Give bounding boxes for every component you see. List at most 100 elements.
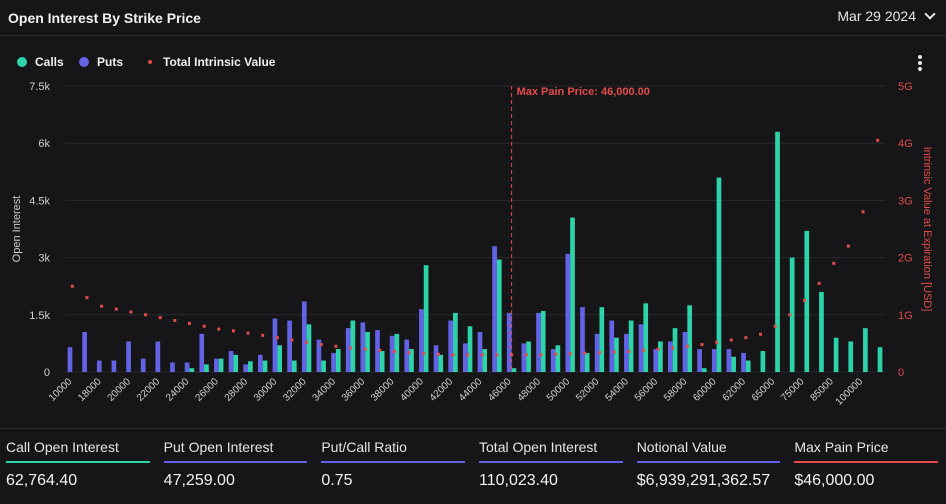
put-bar bbox=[462, 343, 468, 372]
stat-label: Call Open Interest bbox=[6, 439, 119, 455]
x-tick-label: 85000 bbox=[808, 376, 836, 404]
call-bar bbox=[306, 324, 312, 372]
legend-marker-1 bbox=[79, 57, 89, 67]
intrinsic-point bbox=[832, 261, 836, 265]
put-bar bbox=[711, 349, 717, 372]
put-bar bbox=[214, 358, 219, 372]
call-bar bbox=[540, 310, 546, 372]
call-bar bbox=[496, 259, 502, 372]
call-bar bbox=[819, 291, 824, 372]
stat-label: Put/Call Ratio bbox=[321, 439, 407, 455]
call-bar bbox=[482, 349, 488, 372]
stat-label: Put Open Interest bbox=[163, 439, 274, 455]
put-bar bbox=[228, 351, 234, 372]
y-tick-label: 7.5k bbox=[29, 81, 50, 93]
intrinsic-point bbox=[114, 307, 118, 311]
call-bar bbox=[335, 349, 341, 372]
put-bar bbox=[375, 330, 380, 372]
x-tick-label: 20000 bbox=[106, 376, 134, 404]
intrinsic-point bbox=[144, 313, 148, 317]
intrinsic-point bbox=[524, 353, 528, 357]
stats-row: Call Open Interest 62,764.40 Put Open In… bbox=[0, 428, 946, 504]
legend-label-2: Total Intrinsic Value bbox=[163, 55, 276, 69]
put-bar bbox=[126, 341, 131, 372]
x-tick-label: 28000 bbox=[223, 376, 251, 404]
legend-label-1: Puts bbox=[97, 55, 123, 69]
intrinsic-point bbox=[554, 352, 558, 356]
stat-max-pain: Max Pain Price $46,000.00 bbox=[788, 429, 946, 504]
date-selector[interactable]: Mar 29 2024 bbox=[837, 8, 936, 24]
x-tick-label: 65000 bbox=[750, 376, 778, 404]
intrinsic-point bbox=[261, 333, 265, 337]
x-tick-label: 52000 bbox=[574, 376, 602, 404]
x-tick-label: 46000 bbox=[486, 376, 514, 404]
intrinsic-point bbox=[334, 344, 338, 348]
x-tick-label: 22000 bbox=[135, 376, 163, 404]
intrinsic-point bbox=[817, 281, 821, 285]
x-tick-label: 56000 bbox=[633, 376, 661, 404]
intrinsic-point bbox=[773, 324, 777, 328]
call-bar bbox=[731, 356, 736, 372]
put-bar bbox=[155, 341, 161, 372]
stat-value: 0.75 bbox=[321, 472, 353, 489]
put-bar bbox=[697, 349, 702, 372]
intrinsic-point bbox=[583, 351, 587, 355]
x-tick-label: 54000 bbox=[603, 376, 631, 404]
call-bar bbox=[453, 312, 458, 372]
intrinsic-point bbox=[217, 327, 221, 331]
call-bar bbox=[526, 341, 531, 372]
call-bar bbox=[350, 320, 356, 372]
date-label: Mar 29 2024 bbox=[837, 8, 916, 24]
vertical-ellipsis-icon[interactable] bbox=[914, 54, 926, 74]
put-bar bbox=[170, 362, 175, 372]
stat-underline bbox=[794, 461, 939, 463]
intrinsic-point bbox=[759, 332, 763, 336]
call-bar bbox=[423, 265, 429, 372]
intrinsic-point bbox=[627, 349, 631, 353]
x-tick-label: 38000 bbox=[369, 376, 397, 404]
y-tick-label: 3k bbox=[38, 253, 50, 265]
call-bar bbox=[555, 345, 561, 372]
intrinsic-point bbox=[729, 338, 733, 342]
put-bar bbox=[316, 339, 322, 372]
put-bar bbox=[301, 301, 307, 372]
intrinsic-point bbox=[129, 310, 133, 314]
call-bar bbox=[394, 333, 400, 372]
x-tick-label: 36000 bbox=[340, 376, 368, 404]
y-tick-label: 1.5k bbox=[29, 310, 50, 322]
y2-axis-title: Intrinsic Value at Expiration [USD] bbox=[921, 147, 933, 312]
x-tick-label: 26000 bbox=[193, 376, 221, 404]
put-bar bbox=[199, 333, 205, 372]
intrinsic-point bbox=[876, 138, 880, 142]
stat-value: 110,023.40 bbox=[479, 472, 558, 489]
intrinsic-point bbox=[671, 346, 675, 350]
y2-tick-label: 5G bbox=[898, 81, 913, 93]
put-bar bbox=[477, 331, 483, 372]
stat-label: Total Open Interest bbox=[479, 439, 598, 455]
put-bar bbox=[345, 328, 351, 372]
put-bar bbox=[653, 349, 659, 372]
call-bar bbox=[687, 305, 693, 372]
intrinsic-point bbox=[305, 340, 309, 344]
chevron-down-icon bbox=[924, 8, 936, 20]
call-bar bbox=[438, 354, 444, 372]
put-bar bbox=[389, 335, 395, 372]
call-bar bbox=[643, 303, 649, 372]
x-tick-label: 32000 bbox=[281, 376, 309, 404]
put-bar bbox=[550, 349, 556, 372]
call-bar bbox=[775, 131, 780, 372]
intrinsic-point bbox=[275, 336, 279, 340]
stat-underline bbox=[479, 461, 623, 463]
call-bar bbox=[570, 217, 575, 372]
stat-label: Notional Value bbox=[636, 439, 727, 455]
stat-put-call-ratio: Put/Call Ratio 0.75 bbox=[315, 429, 473, 504]
intrinsic-point bbox=[612, 350, 616, 354]
put-bar bbox=[404, 339, 410, 372]
put-bar bbox=[287, 320, 292, 372]
intrinsic-point bbox=[802, 299, 806, 302]
call-bar bbox=[658, 341, 663, 372]
put-bar bbox=[419, 309, 424, 372]
intrinsic-point bbox=[466, 353, 470, 357]
page-title: Open Interest By Strike Price bbox=[8, 10, 201, 26]
y2-tick-label: 3G bbox=[898, 195, 913, 207]
